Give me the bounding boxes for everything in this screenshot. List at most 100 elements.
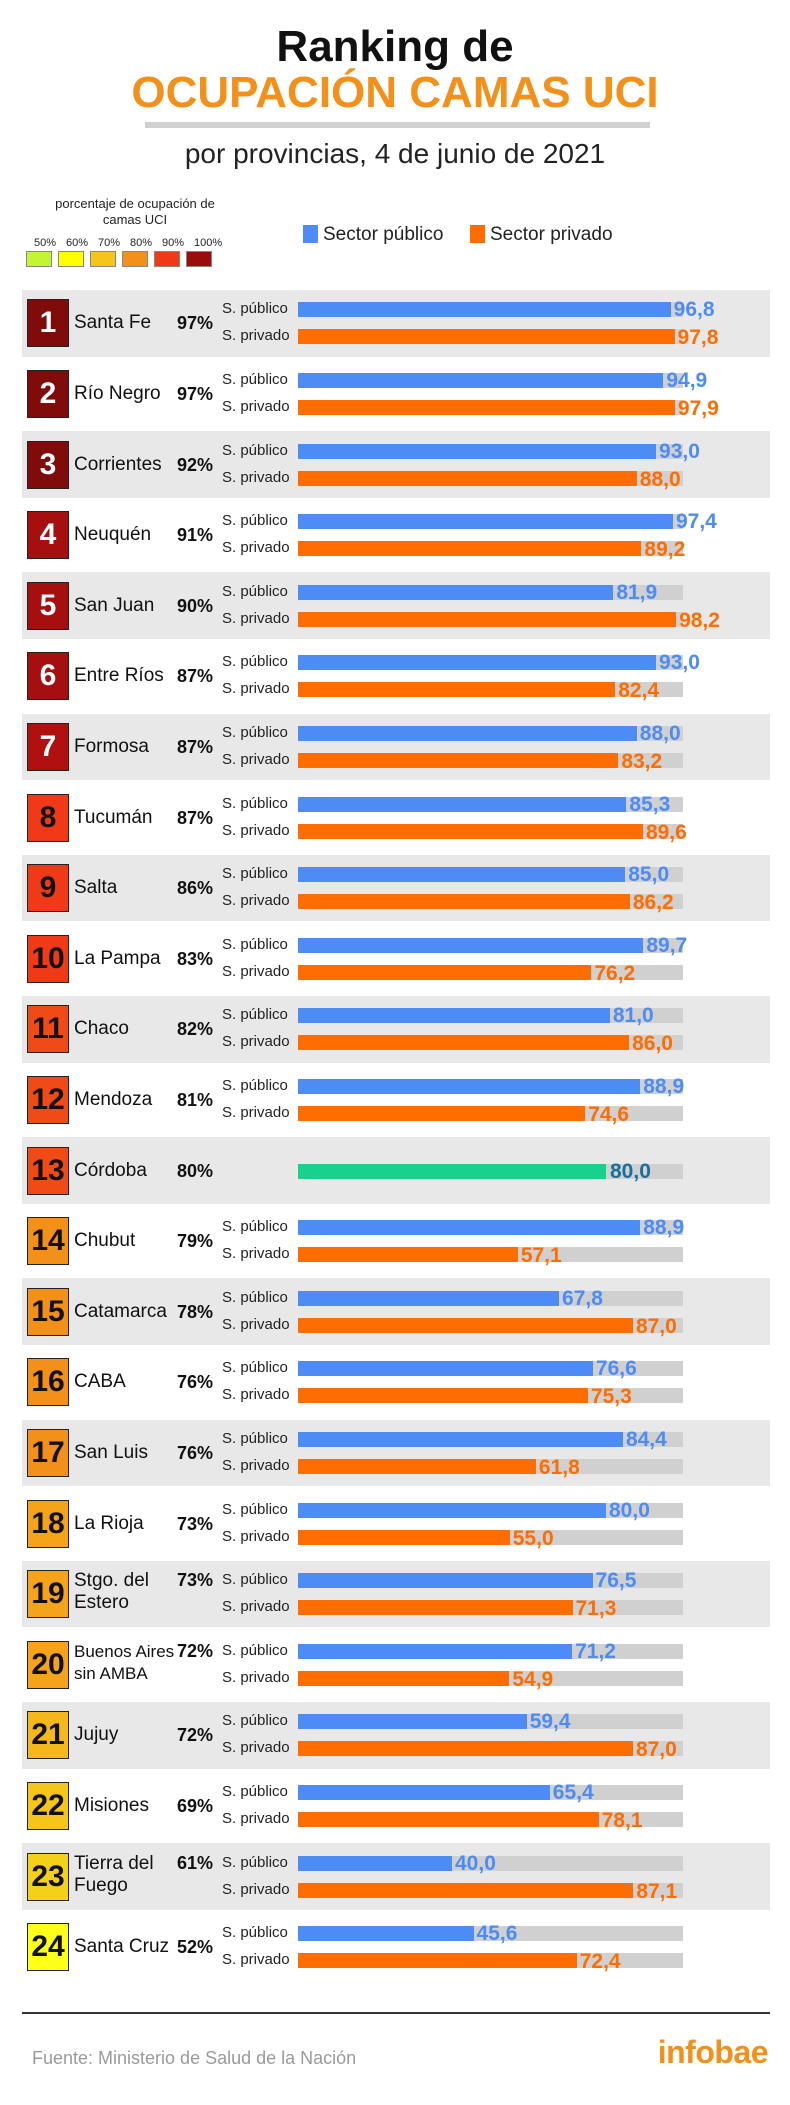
value-private: 74,6	[588, 1102, 630, 1126]
occupancy-total: 72%	[176, 1725, 213, 1746]
bottom-divider	[22, 2012, 770, 2014]
label-public: S. público	[222, 512, 288, 530]
value-private: 86,0	[632, 1032, 673, 1056]
bar-public	[298, 796, 627, 812]
occupancy-total: 83%	[176, 948, 213, 969]
label-private: S. privado	[222, 1880, 290, 1898]
value-public: 94,9	[666, 368, 708, 392]
occupancy-total: 87%	[176, 666, 213, 687]
legend-public-label: Sector público	[323, 224, 444, 245]
value-public: 81,9	[616, 580, 658, 604]
row-background	[22, 854, 770, 922]
bar-private	[298, 964, 592, 980]
bar-public	[298, 514, 673, 530]
bar-public	[298, 1008, 610, 1024]
value-private: 82,4	[618, 679, 660, 703]
province-name: Tucumán	[74, 806, 153, 828]
rank-badge: 24	[27, 1923, 69, 1972]
label-public: S. público	[222, 1288, 288, 1306]
value-private: 98,2	[679, 608, 720, 632]
value-public: 85,3	[629, 792, 671, 816]
label-public: S. público	[222, 653, 288, 671]
legend-private: Sector privado	[470, 224, 613, 246]
value-public: 88,9	[643, 1074, 685, 1098]
label-public: S. público	[222, 1712, 288, 1730]
bar-private	[298, 470, 637, 486]
bar-public	[298, 1078, 641, 1094]
bar-private	[298, 329, 675, 345]
label-private: S. privado	[222, 327, 290, 345]
occupancy-total: 97%	[176, 313, 213, 334]
bar-public	[298, 725, 637, 741]
label-private: S. privado	[222, 892, 290, 910]
bar-public	[298, 1855, 452, 1871]
value-public: 97,4	[675, 510, 717, 534]
occupancy-total: 87%	[176, 807, 213, 828]
bar-public	[298, 1573, 593, 1589]
bar-private	[298, 1882, 634, 1898]
bar-private	[298, 823, 643, 839]
province-name: La Rioja	[74, 1512, 144, 1534]
occupancy-total: 69%	[176, 1795, 213, 1816]
label-public: S. público	[222, 1076, 288, 1094]
bar-public	[298, 1361, 593, 1377]
province-name: La Pampa	[74, 947, 161, 969]
occupancy-total: 61%	[176, 1852, 213, 1873]
color-scale-swatch	[26, 251, 52, 267]
title-divider	[145, 122, 650, 128]
province-name: San Juan	[74, 594, 155, 616]
value-public: 65,4	[552, 1780, 594, 1804]
occupancy-total: 97%	[176, 383, 213, 404]
occupancy-total: 81%	[176, 1089, 213, 1110]
color-scale-label: 60%	[66, 237, 89, 249]
value-public: 88,0	[639, 721, 681, 745]
label-private: S. privado	[222, 1456, 290, 1474]
label-private: S. privado	[222, 962, 290, 980]
province-name: Santa Fe	[74, 312, 152, 334]
rank-badge: 20	[27, 1640, 69, 1689]
province-name: Río Negro	[74, 382, 161, 404]
color-scale-title: porcentaje de ocupación de camas UCI	[55, 196, 215, 227]
rank-badge: 16	[27, 1358, 69, 1407]
label-private: S. privado	[222, 1668, 290, 1686]
occupancy-total: 73%	[176, 1513, 213, 1534]
label-private: S. privado	[222, 468, 290, 486]
value-public: 59,4	[529, 1710, 571, 1734]
bar-public	[298, 1714, 527, 1730]
label-private: S. privado	[222, 1951, 290, 1969]
label-public: S. público	[222, 582, 288, 600]
value-public: 71,2	[575, 1639, 616, 1663]
rank-badge: 14	[27, 1217, 69, 1266]
province-name: Santa Cruz	[74, 1936, 170, 1958]
value-public: 80,0	[609, 1498, 650, 1522]
value-public: 88,9	[643, 1216, 685, 1240]
bar-public	[298, 1643, 573, 1659]
bar-private	[298, 1388, 588, 1404]
label-private: S. privado	[222, 1386, 290, 1404]
label-public: S. público	[222, 1500, 288, 1518]
rank-badge: 7	[27, 722, 69, 771]
label-private: S. privado	[222, 1103, 290, 1121]
label-public: S. público	[222, 1782, 288, 1800]
rank-badge: 6	[27, 652, 69, 701]
rank-badge: 17	[27, 1428, 69, 1477]
bar-public	[298, 1502, 606, 1518]
label-public: S. público	[222, 794, 288, 812]
label-public: S. público	[222, 1359, 288, 1377]
rank-badge: 12	[27, 1075, 69, 1124]
occupancy-total: 87%	[176, 736, 213, 757]
value-private: 83,2	[621, 749, 663, 773]
label-public: S. público	[222, 1429, 288, 1447]
value-combined: 80,0	[610, 1159, 651, 1183]
value-private: 87,0	[635, 1738, 677, 1762]
rank-badge: 2	[27, 369, 69, 418]
row-background	[22, 572, 770, 639]
province-name: Entre Ríos	[74, 665, 164, 687]
color-scale-label: 90%	[162, 237, 185, 249]
value-public: 96,8	[673, 298, 715, 322]
bar-public	[298, 372, 664, 388]
value-private: 87,1	[636, 1879, 678, 1903]
value-private: 97,9	[677, 396, 719, 420]
rank-badge: 3	[27, 440, 69, 489]
color-scale-swatch	[122, 251, 148, 267]
